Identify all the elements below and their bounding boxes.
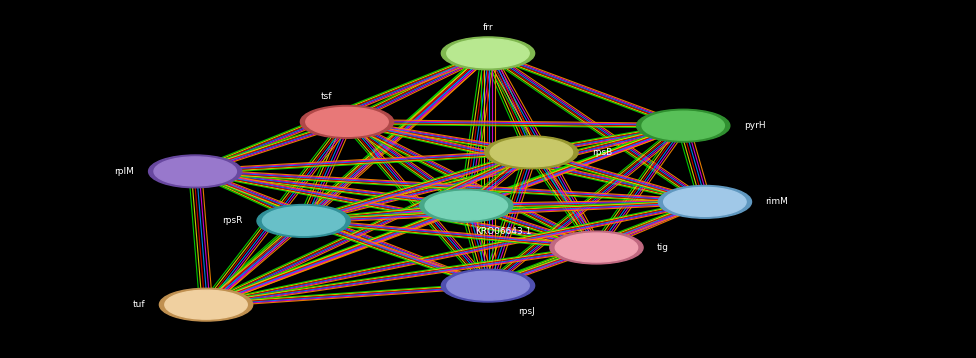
Circle shape <box>426 191 508 220</box>
Circle shape <box>549 231 643 264</box>
Text: rimM: rimM <box>765 197 789 206</box>
Circle shape <box>257 204 350 237</box>
Circle shape <box>447 271 529 300</box>
Text: rplM: rplM <box>114 167 135 176</box>
Circle shape <box>148 155 242 188</box>
Circle shape <box>420 189 513 222</box>
Circle shape <box>441 37 535 70</box>
Circle shape <box>642 111 724 140</box>
Text: KRO06643.1: KRO06643.1 <box>475 227 532 236</box>
Circle shape <box>154 157 236 186</box>
Circle shape <box>441 269 535 302</box>
Circle shape <box>165 290 247 319</box>
Circle shape <box>555 233 637 262</box>
Circle shape <box>664 187 746 216</box>
Text: tig: tig <box>657 243 670 252</box>
Circle shape <box>305 107 388 136</box>
Text: rpsR: rpsR <box>223 216 243 226</box>
Circle shape <box>447 39 529 68</box>
Circle shape <box>658 185 752 218</box>
Text: rpsJ: rpsJ <box>518 307 535 316</box>
Circle shape <box>301 106 393 138</box>
Text: rpsB: rpsB <box>592 148 612 157</box>
Text: pyrH: pyrH <box>744 121 765 130</box>
Circle shape <box>485 136 578 169</box>
Text: tsf: tsf <box>320 92 332 101</box>
Circle shape <box>159 288 253 321</box>
Text: frr: frr <box>483 23 493 32</box>
Circle shape <box>263 207 345 235</box>
Text: tuf: tuf <box>133 300 145 309</box>
Circle shape <box>490 138 573 167</box>
Circle shape <box>636 109 730 142</box>
